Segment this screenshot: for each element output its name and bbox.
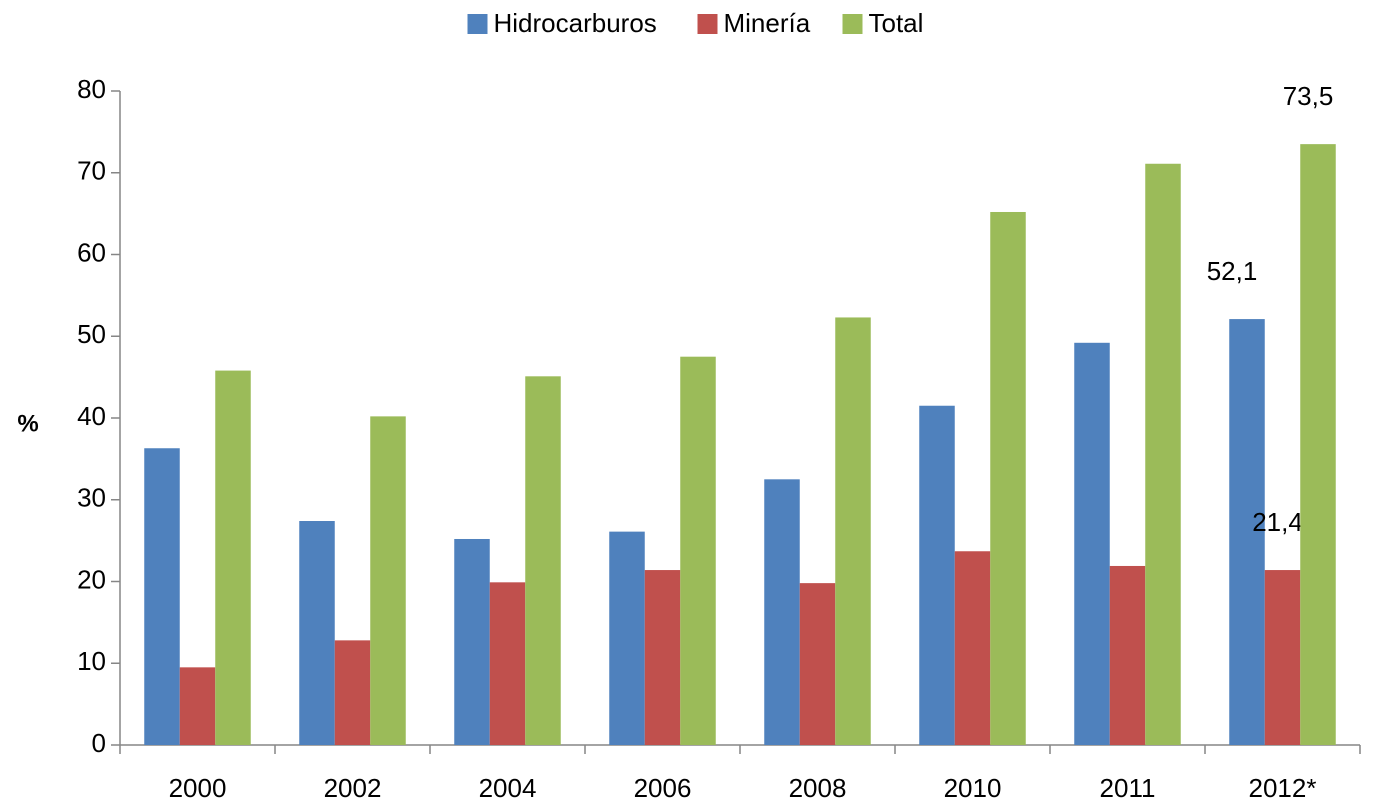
y-tick-label: 40 — [77, 401, 106, 431]
y-tick-label: 70 — [77, 156, 106, 186]
legend-swatch — [842, 14, 863, 34]
y-tick-label: 10 — [77, 646, 106, 676]
bar — [454, 538, 490, 745]
x-tick-label: 2004 — [479, 773, 537, 803]
bar — [144, 448, 180, 745]
data-label: 73,5 — [1283, 81, 1334, 111]
data-label: 52,1 — [1207, 256, 1258, 286]
bar — [680, 356, 716, 745]
bar — [1229, 319, 1265, 745]
x-tick-label: 2011 — [1100, 773, 1156, 803]
legend-label: Minería — [724, 8, 811, 38]
bar — [835, 317, 871, 745]
bar — [215, 370, 251, 745]
x-tick-label: 2000 — [169, 773, 227, 803]
bar — [334, 640, 371, 745]
x-tick-label: 2006 — [634, 773, 692, 803]
y-tick-label: 30 — [77, 483, 106, 513]
bar — [1300, 144, 1336, 745]
bar — [1145, 163, 1181, 745]
bar — [179, 667, 216, 745]
bar — [609, 531, 645, 745]
y-tick-label: 0 — [92, 728, 106, 758]
bar — [370, 416, 406, 745]
y-axis-label: % — [17, 410, 38, 437]
bar — [525, 376, 561, 745]
bar — [1109, 565, 1146, 745]
bar — [954, 551, 991, 745]
bar — [489, 582, 526, 745]
x-tick-label: 2008 — [789, 773, 847, 803]
data-label: 21,4 — [1252, 507, 1303, 537]
x-tick-label: 2012* — [1249, 773, 1317, 803]
y-tick-label: 50 — [77, 319, 106, 349]
bar — [990, 211, 1026, 746]
legend-label: Hidrocarburos — [494, 8, 657, 38]
bar — [919, 405, 955, 745]
legend-swatch — [467, 14, 488, 34]
y-tick-label: 80 — [77, 74, 106, 104]
legend-label: Total — [869, 8, 924, 38]
bar — [799, 583, 836, 745]
y-tick-label: 60 — [77, 237, 106, 267]
x-tick-label: 2002 — [324, 773, 382, 803]
bar — [644, 570, 681, 745]
bar — [764, 479, 800, 745]
bar — [1264, 570, 1301, 745]
y-tick-label: 20 — [77, 564, 106, 594]
bar — [1074, 342, 1110, 745]
x-tick-label: 2010 — [944, 773, 1002, 803]
bar — [299, 521, 335, 745]
legend-swatch — [697, 14, 718, 34]
